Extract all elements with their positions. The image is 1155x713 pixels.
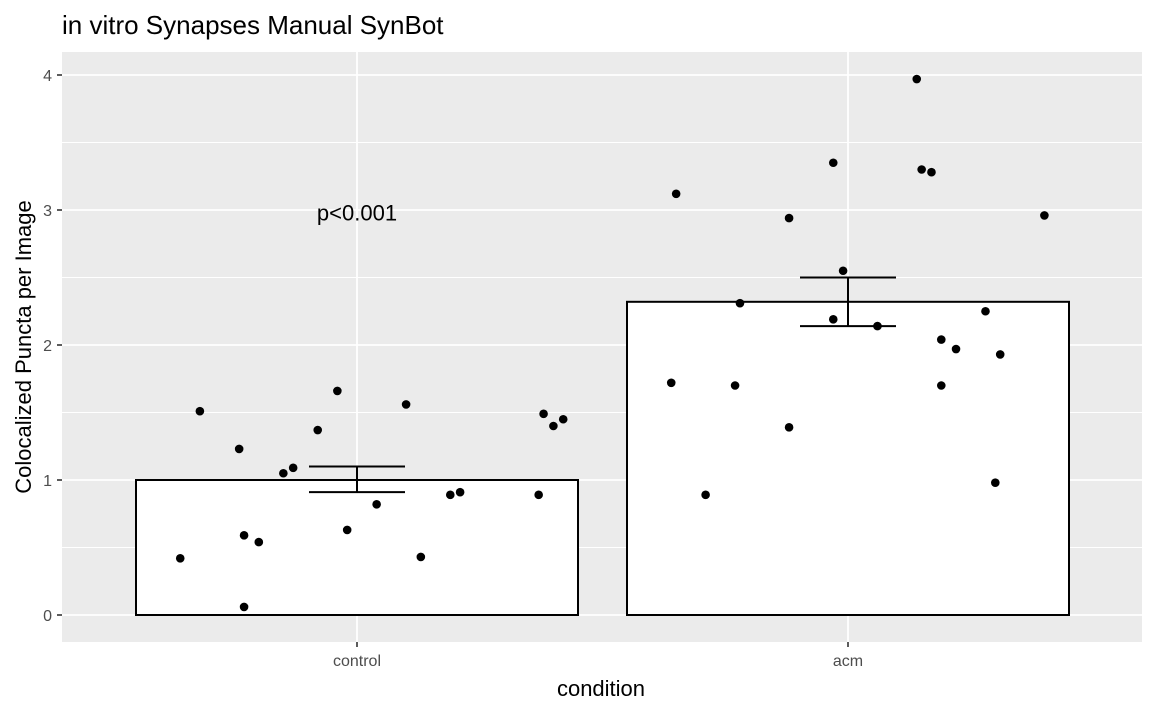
data-point-acm bbox=[936, 381, 946, 390]
data-point-acm bbox=[784, 423, 794, 432]
data-point-control bbox=[239, 602, 249, 612]
data-point-acm bbox=[917, 165, 926, 174]
data-point-acm bbox=[828, 315, 838, 324]
data-point-acm bbox=[981, 306, 990, 316]
y-axis-ticks: 0 1 2 3 4 bbox=[43, 68, 62, 625]
data-point-control bbox=[234, 444, 244, 454]
x-axis-title: condition bbox=[557, 676, 645, 701]
bar-control bbox=[135, 479, 579, 616]
data-point-control bbox=[445, 490, 455, 500]
data-point-acm bbox=[991, 478, 1000, 488]
data-point-acm bbox=[936, 335, 946, 344]
y-tick-label: 0 bbox=[43, 608, 52, 625]
data-points bbox=[175, 74, 1049, 612]
data-point-control bbox=[239, 531, 249, 540]
data-point-acm bbox=[701, 490, 710, 500]
data-point-control bbox=[254, 537, 264, 547]
y-tick-label: 3 bbox=[43, 203, 52, 220]
data-point-control bbox=[195, 406, 205, 416]
data-point-control bbox=[534, 490, 543, 500]
y-tick-label: 4 bbox=[43, 68, 52, 85]
data-point-control bbox=[333, 386, 342, 396]
annotations: p<0.001 bbox=[317, 201, 397, 226]
data-point-acm bbox=[671, 189, 681, 199]
p-value-annotation: p<0.001 bbox=[317, 201, 397, 226]
data-point-control bbox=[175, 554, 185, 563]
data-point-acm bbox=[927, 167, 936, 177]
y-axis-title: Colocalized Puncta per Image bbox=[11, 200, 36, 494]
data-point-acm bbox=[784, 213, 794, 223]
y-tick-label: 1 bbox=[43, 473, 52, 490]
data-point-control bbox=[416, 552, 426, 562]
bars bbox=[135, 300, 1070, 616]
x-tick-label: acm bbox=[833, 653, 863, 670]
data-point-control bbox=[558, 414, 568, 424]
data-point-control bbox=[279, 468, 288, 478]
data-point-acm bbox=[912, 74, 922, 84]
data-point-acm bbox=[995, 350, 1005, 359]
data-point-acm bbox=[828, 158, 838, 168]
data-point-acm bbox=[735, 298, 745, 308]
chart-title: in vitro Synapses Manual SynBot bbox=[62, 10, 444, 40]
data-point-control bbox=[288, 463, 298, 473]
bar-acm bbox=[626, 300, 1070, 616]
data-point-acm bbox=[838, 266, 848, 276]
data-point-control bbox=[342, 525, 352, 535]
error-bar-control bbox=[309, 465, 405, 494]
data-point-control bbox=[313, 425, 323, 435]
data-point-acm bbox=[951, 344, 961, 354]
data-point-acm bbox=[666, 378, 676, 388]
data-point-control bbox=[549, 421, 558, 431]
data-point-control bbox=[401, 400, 411, 409]
data-point-acm bbox=[730, 381, 740, 390]
data-point-control bbox=[455, 487, 465, 497]
data-point-acm bbox=[1040, 211, 1049, 220]
data-point-acm bbox=[873, 321, 882, 331]
x-axis-ticks: control acm bbox=[333, 642, 863, 670]
y-tick-label: 2 bbox=[43, 338, 52, 355]
x-tick-label: control bbox=[333, 653, 381, 670]
data-point-control bbox=[372, 500, 381, 509]
data-point-control bbox=[539, 409, 548, 419]
